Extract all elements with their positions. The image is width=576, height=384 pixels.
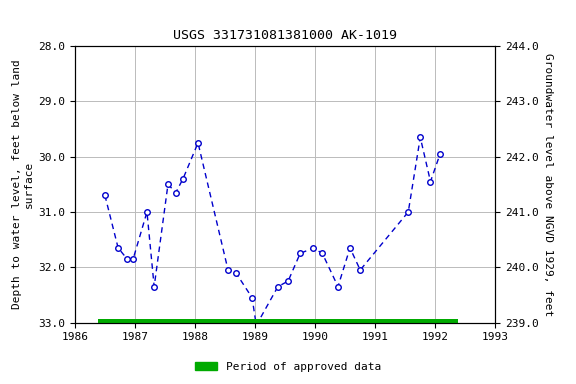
Title: USGS 331731081381000 AK-1019: USGS 331731081381000 AK-1019 (173, 29, 397, 42)
Legend: Period of approved data: Period of approved data (191, 358, 385, 377)
Y-axis label: Depth to water level, feet below land
surface: Depth to water level, feet below land su… (13, 60, 34, 309)
Y-axis label: Groundwater level above NGVD 1929, feet: Groundwater level above NGVD 1929, feet (543, 53, 553, 316)
Bar (98, 319, 458, 326)
